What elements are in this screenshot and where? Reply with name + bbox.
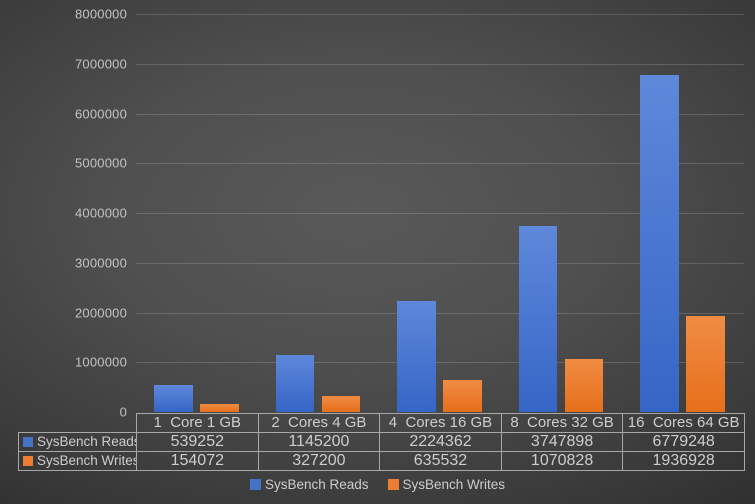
legend-label-reads: SysBench Reads — [264, 476, 369, 492]
chart-data-table: 1 Core 1 GB 2 Cores 4 GB 4 Cores 16 GB 8… — [18, 413, 745, 471]
category-header: 4 Cores 16 GB — [379, 413, 502, 433]
gridline — [135, 312, 744, 314]
gridline — [135, 213, 744, 214]
value-cell: 1936928 — [622, 450, 745, 471]
table-corner-cell — [19, 414, 137, 433]
y-axis-tick-label: 4000000 — [74, 205, 127, 221]
category-header: 16 Cores 64 GB — [622, 413, 745, 433]
writes-legend-swatch-icon — [387, 478, 399, 490]
table-row-categories: 1 Core 1 GB 2 Cores 4 GB 4 Cores 16 GB 8… — [19, 413, 745, 433]
reads-key-swatch-icon — [23, 437, 33, 447]
y-axis-tick-label: 1000000 — [74, 354, 127, 370]
bar-sysbench-reads-16-cores-64-gb[interactable] — [640, 74, 679, 412]
bar-sysbench-writes-4-cores-16-gb[interactable] — [443, 380, 482, 412]
legend-label-writes: SysBench Writes — [402, 476, 506, 492]
legend-item-writes[interactable]: SysBench Writes — [387, 476, 506, 492]
bar-sysbench-reads-2-cores-4-gb[interactable] — [275, 355, 315, 412]
value-cell: 327200 — [257, 450, 381, 471]
gridline — [135, 14, 744, 15]
category-header: 8 Cores 32 GB — [500, 413, 624, 433]
row-header-writes: SysBench Writes — [18, 450, 137, 471]
value-cell: 635532 — [379, 450, 502, 471]
gridline — [135, 63, 744, 65]
y-axis-tick-label: 5000000 — [74, 155, 127, 171]
bar-sysbench-writes-1-core-1-gb[interactable] — [200, 404, 239, 412]
writes-key-swatch-icon — [23, 456, 33, 466]
bar-sysbench-writes-16-cores-64-gb[interactable] — [686, 315, 725, 412]
legend-item-reads[interactable]: SysBench Reads — [249, 476, 369, 492]
bar-sysbench-reads-4-cores-16-gb[interactable] — [397, 301, 436, 412]
bar-sysbench-reads-1-core-1-gb[interactable] — [154, 385, 193, 412]
row-header-writes-label: SysBench Writes — [37, 453, 137, 468]
chart-legend: SysBench Reads SysBench Writes — [0, 475, 755, 493]
category-header: 2 Cores 4 GB — [257, 413, 381, 433]
gridline — [135, 362, 744, 364]
bar-sysbench-writes-8-cores-32-gb[interactable] — [564, 358, 604, 412]
table-row-reads: SysBench Reads 539252 1145200 2224362 37… — [18, 431, 745, 452]
value-cell: 1145200 — [257, 431, 381, 452]
y-axis-tick-label: 2000000 — [74, 305, 127, 320]
y-axis-tick-label: 7000000 — [74, 56, 127, 72]
gridline — [135, 262, 744, 264]
table-row-writes: SysBench Writes 154072 327200 635532 107… — [18, 450, 745, 471]
y-axis-tick-label: 8000000 — [74, 6, 127, 22]
row-header-reads-label: SysBench Reads — [37, 434, 137, 449]
row-header-reads: SysBench Reads — [18, 431, 137, 452]
gridline — [135, 113, 744, 115]
y-axis-tick-label: 3000000 — [74, 255, 127, 271]
category-header: 1 Core 1 GB — [136, 413, 259, 433]
value-cell: 3747898 — [500, 431, 624, 452]
value-cell: 539252 — [136, 431, 259, 452]
bar-sysbench-writes-2-cores-4-gb[interactable] — [321, 395, 361, 412]
y-axis-tick-label: 6000000 — [74, 106, 127, 121]
bar-sysbench-reads-8-cores-32-gb[interactable] — [518, 225, 558, 412]
value-cell: 6779248 — [622, 431, 745, 452]
value-cell: 2224362 — [379, 431, 502, 452]
reads-legend-swatch-icon — [249, 478, 261, 490]
y-axis-tick-label: 0 — [119, 404, 127, 420]
gridline — [135, 163, 744, 165]
value-cell: 1070828 — [500, 450, 624, 471]
value-cell: 154072 — [136, 450, 259, 471]
